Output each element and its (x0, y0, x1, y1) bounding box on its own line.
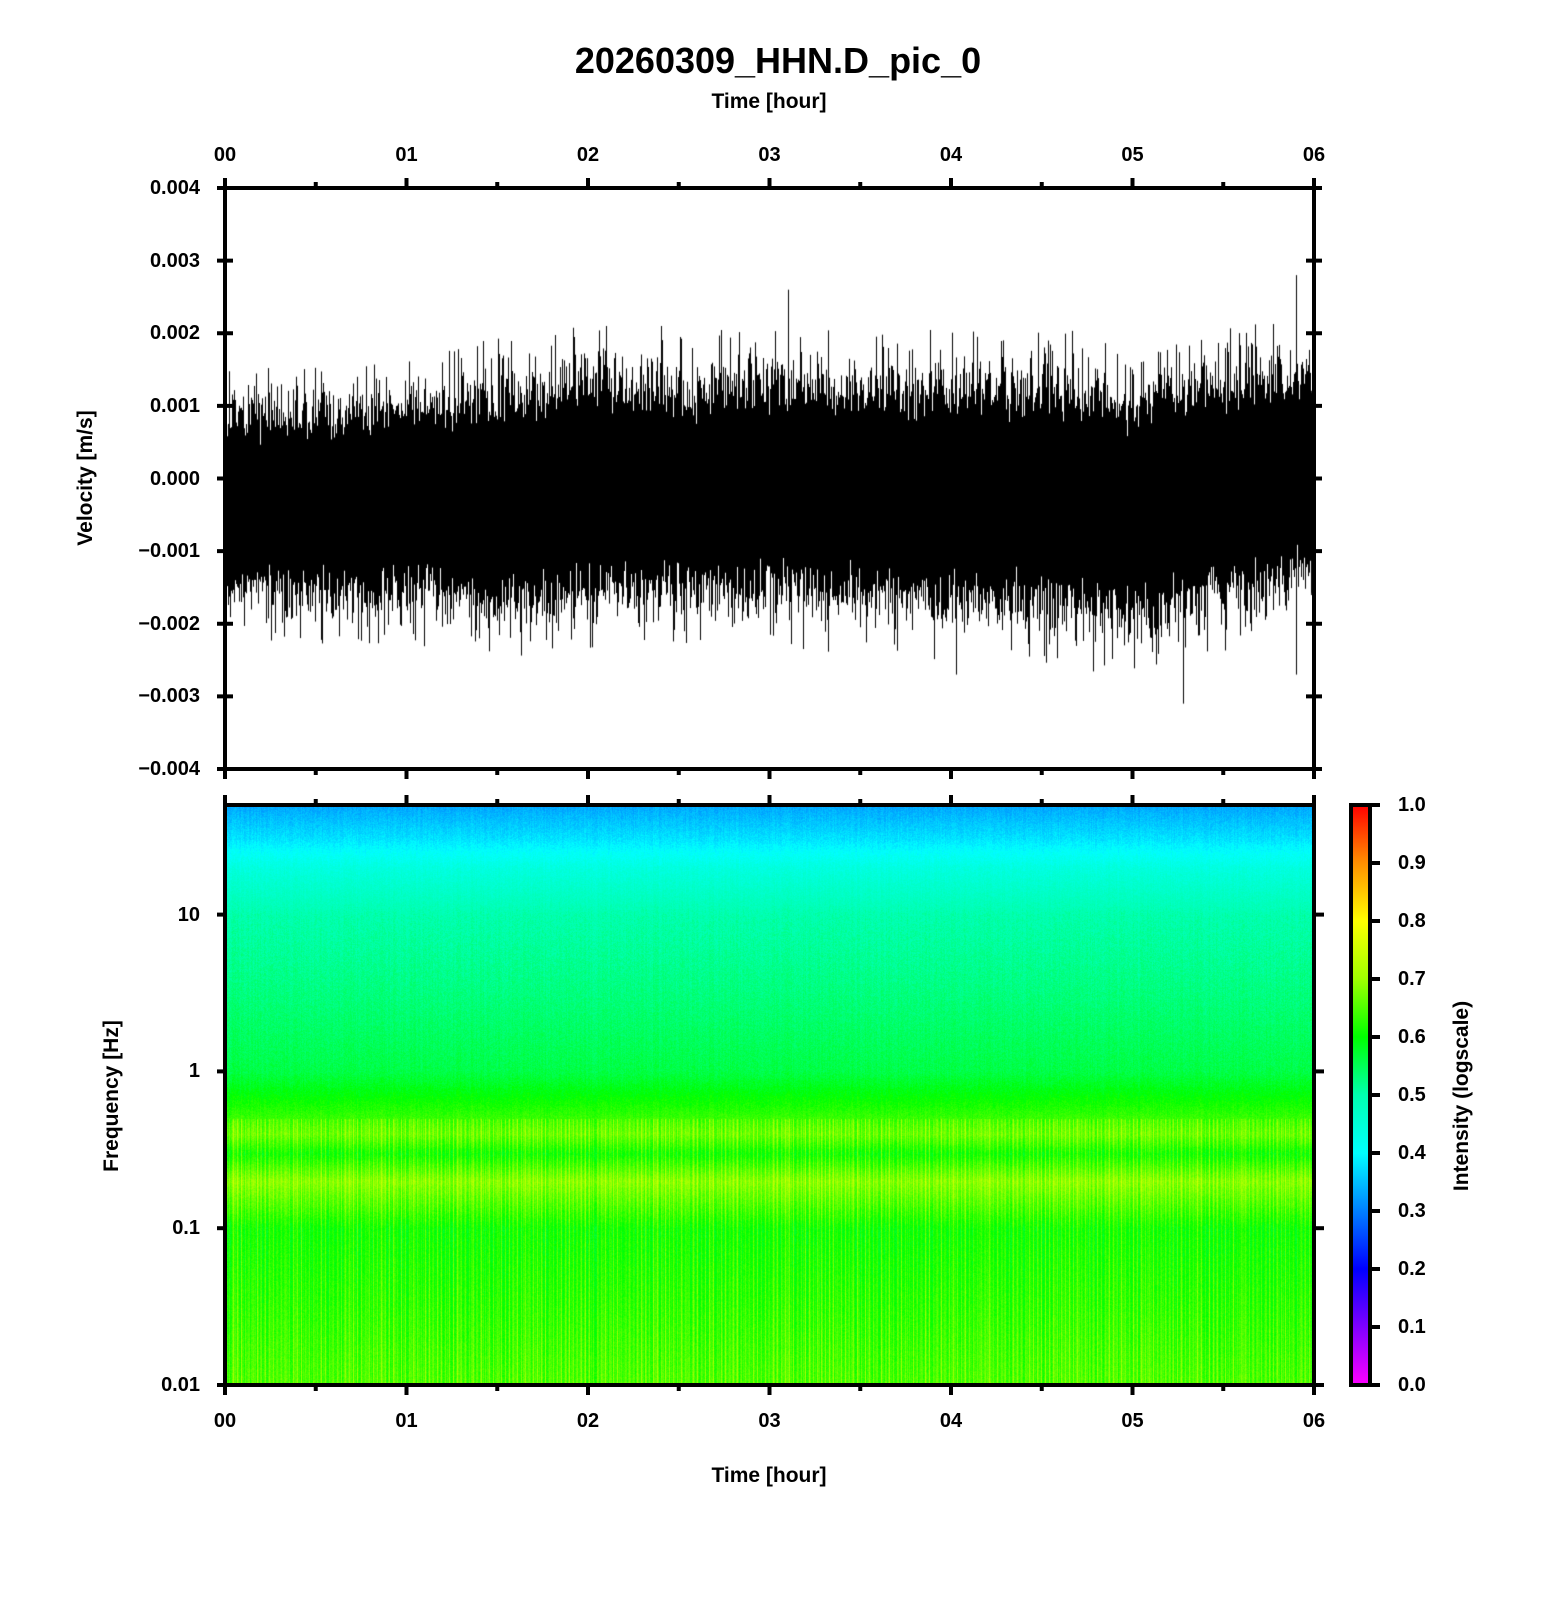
bottom-x-tick-label: 00 (213, 1410, 237, 1432)
bottom-x-tick-label: 04 (939, 1410, 963, 1432)
velocity-tick-label: 0.000 (149, 467, 200, 490)
velocity-tick-label: 0.004 (149, 177, 200, 199)
colorbar-tick-label: 0.0 (1398, 1374, 1426, 1396)
spectrogram-axes-frame (223, 803, 1316, 1387)
velocity-tick-label: 0.003 (149, 249, 200, 272)
top-x-tick-label: 03 (758, 144, 781, 166)
colorbar-tick-label: 0.8 (1398, 910, 1426, 932)
colorbar-tick-label: 0.1 (1398, 1316, 1426, 1338)
chart-title: 20260309_HHN.D_pic_0 (574, 40, 982, 81)
frequency-tick-label: 0.1 (172, 1217, 200, 1240)
top-x-tick-label: 06 (1302, 144, 1326, 166)
bottom-x-tick-label: 06 (1302, 1410, 1326, 1432)
colorbar-tick-label: 0.2 (1398, 1258, 1426, 1280)
top-x-tick-label: 01 (395, 144, 418, 166)
bottom-x-tick-label: 01 (395, 1410, 418, 1432)
velocity-tick-label: −0.004 (138, 758, 200, 780)
waveform-axes-frame (223, 186, 1316, 771)
velocity-tick-label: −0.003 (138, 685, 200, 708)
velocity-tick-label: 0.001 (149, 394, 200, 417)
colorbar-tick-label: 0.4 (1398, 1142, 1426, 1164)
bottom-x-tick-label: 05 (1121, 1410, 1144, 1432)
colorbar-tick-label: 1.0 (1398, 794, 1426, 816)
frequency-tick-label: 0.01 (161, 1374, 200, 1396)
colorbar-tick-label: 0.3 (1398, 1200, 1426, 1222)
velocity-tick-label: −0.002 (138, 612, 200, 635)
frequency-tick-label: 10 (177, 903, 200, 926)
colorbar-label: Intensity (logscale) (1450, 1000, 1473, 1192)
bottom-x-axis-label: Time [hour] (711, 1464, 827, 1487)
top-x-tick-label: 00 (213, 144, 237, 166)
colorbar-tick-label: 0.6 (1398, 1026, 1426, 1048)
colorbar-tick-label: 0.5 (1398, 1084, 1426, 1106)
frequency-axis-label: Frequency [Hz] (100, 1020, 123, 1172)
bottom-x-tick-label: 03 (758, 1410, 781, 1432)
bottom-x-tick-label: 02 (576, 1410, 600, 1432)
velocity-tick-label: 0.002 (149, 322, 200, 345)
velocity-axis-label: Velocity [m/s] (74, 410, 97, 546)
colorbar-frame (1349, 803, 1372, 1387)
top-x-tick-label: 02 (576, 144, 600, 166)
top-x-axis-label: Time [hour] (711, 90, 827, 113)
top-x-tick-label: 05 (1121, 144, 1144, 166)
colorbar-tick-label: 0.9 (1398, 852, 1426, 874)
velocity-tick-label: −0.001 (138, 540, 200, 563)
colorbar-tick-label: 0.7 (1398, 968, 1426, 990)
frequency-tick-label: 1 (188, 1060, 200, 1083)
top-x-tick-label: 04 (939, 144, 963, 166)
